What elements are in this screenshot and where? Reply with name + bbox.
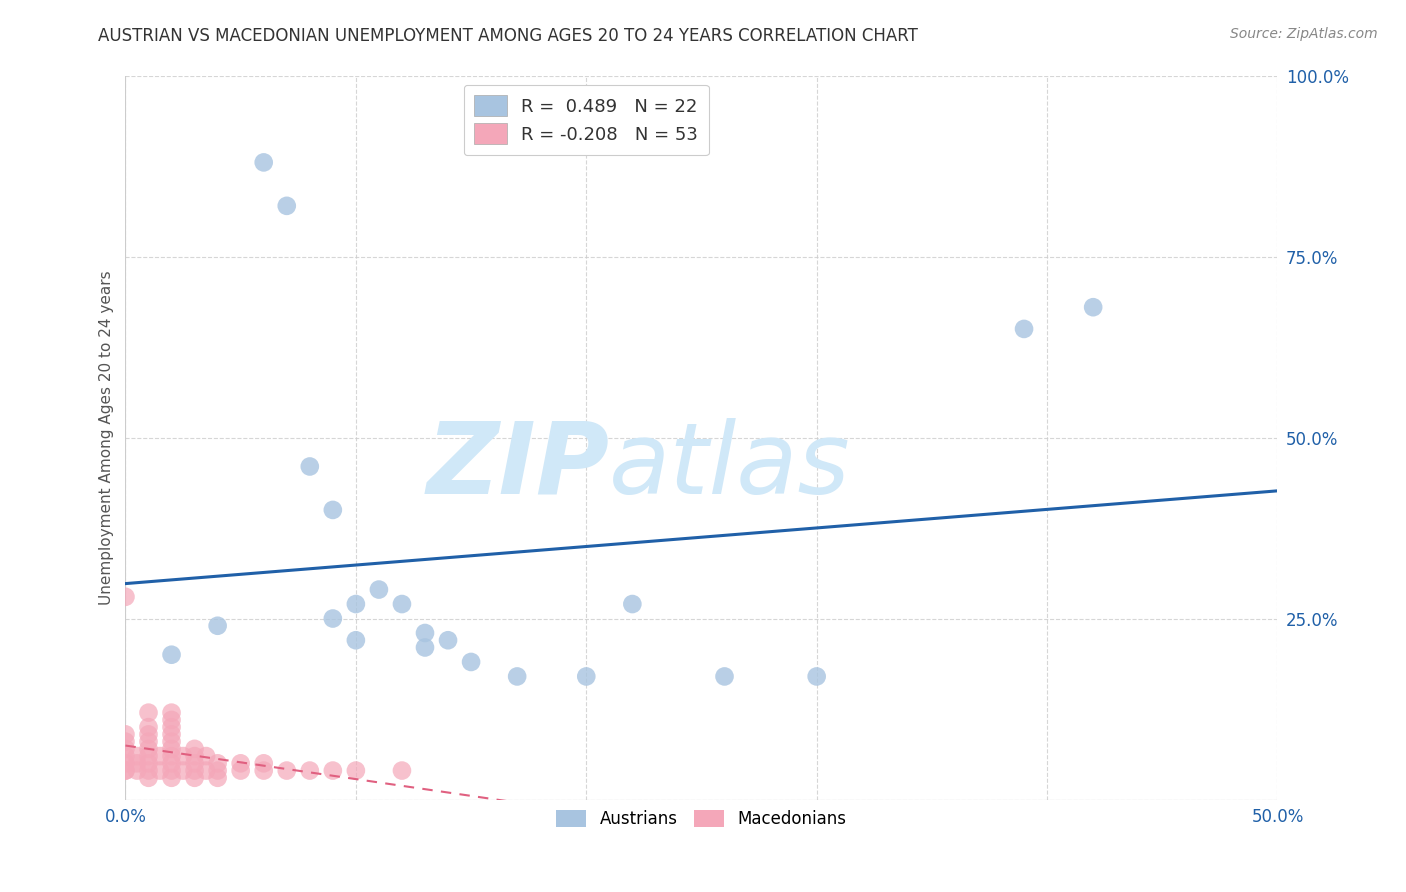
Text: Source: ZipAtlas.com: Source: ZipAtlas.com: [1230, 27, 1378, 41]
Point: [114, 742, 136, 756]
Point: [149, 749, 172, 764]
Point: [207, 764, 229, 778]
Text: atlas: atlas: [609, 418, 851, 515]
Point: [322, 764, 344, 778]
Point: [138, 749, 160, 764]
Point: [114, 734, 136, 748]
Point: [160, 713, 183, 727]
Point: [1012, 322, 1035, 336]
Point: [195, 749, 218, 764]
Point: [138, 742, 160, 756]
Point: [253, 756, 276, 771]
Point: [114, 764, 136, 778]
Text: AUSTRIAN VS MACEDONIAN UNEMPLOYMENT AMONG AGES 20 TO 24 YEARS CORRELATION CHART: AUSTRIAN VS MACEDONIAN UNEMPLOYMENT AMON…: [98, 27, 918, 45]
Point: [138, 756, 160, 771]
Point: [125, 756, 148, 771]
Point: [575, 669, 598, 683]
Point: [114, 756, 136, 771]
Point: [138, 764, 160, 778]
Point: [172, 749, 194, 764]
Point: [207, 771, 229, 785]
Y-axis label: Unemployment Among Ages 20 to 24 years: Unemployment Among Ages 20 to 24 years: [100, 270, 114, 605]
Point: [183, 764, 205, 778]
Point: [138, 734, 160, 748]
Point: [160, 756, 183, 771]
Point: [160, 764, 183, 778]
Point: [229, 756, 252, 771]
Point: [160, 771, 183, 785]
Point: [125, 749, 148, 764]
Point: [229, 764, 252, 778]
Point: [114, 590, 136, 604]
Point: [298, 459, 321, 474]
Point: [506, 669, 529, 683]
Point: [276, 764, 298, 778]
Point: [1081, 300, 1104, 314]
Point: [806, 669, 828, 683]
Point: [322, 611, 344, 625]
Point: [207, 619, 229, 633]
Point: [160, 749, 183, 764]
Point: [138, 727, 160, 741]
Point: [621, 597, 644, 611]
Point: [138, 771, 160, 785]
Point: [253, 155, 276, 169]
Point: [183, 756, 205, 771]
Text: ZIP: ZIP: [426, 418, 609, 515]
Point: [391, 597, 413, 611]
Point: [138, 720, 160, 734]
Point: [460, 655, 482, 669]
Point: [413, 626, 436, 640]
Point: [160, 742, 183, 756]
Point: [322, 503, 344, 517]
Point: [183, 749, 205, 764]
Point: [298, 764, 321, 778]
Point: [276, 199, 298, 213]
Legend: Austrians, Macedonians: Austrians, Macedonians: [550, 803, 853, 835]
Point: [125, 764, 148, 778]
Point: [183, 771, 205, 785]
Point: [138, 706, 160, 720]
Point: [713, 669, 735, 683]
Point: [195, 764, 218, 778]
Point: [172, 764, 194, 778]
Point: [367, 582, 389, 597]
Point: [160, 706, 183, 720]
Point: [437, 633, 460, 648]
Point: [344, 597, 367, 611]
Point: [160, 720, 183, 734]
Point: [149, 764, 172, 778]
Point: [114, 764, 136, 778]
Point: [114, 749, 136, 764]
Point: [207, 756, 229, 771]
Point: [160, 734, 183, 748]
Point: [344, 764, 367, 778]
Point: [160, 727, 183, 741]
Point: [344, 633, 367, 648]
Point: [391, 764, 413, 778]
Point: [253, 764, 276, 778]
Point: [413, 640, 436, 655]
Point: [114, 727, 136, 741]
Point: [160, 648, 183, 662]
Point: [183, 742, 205, 756]
